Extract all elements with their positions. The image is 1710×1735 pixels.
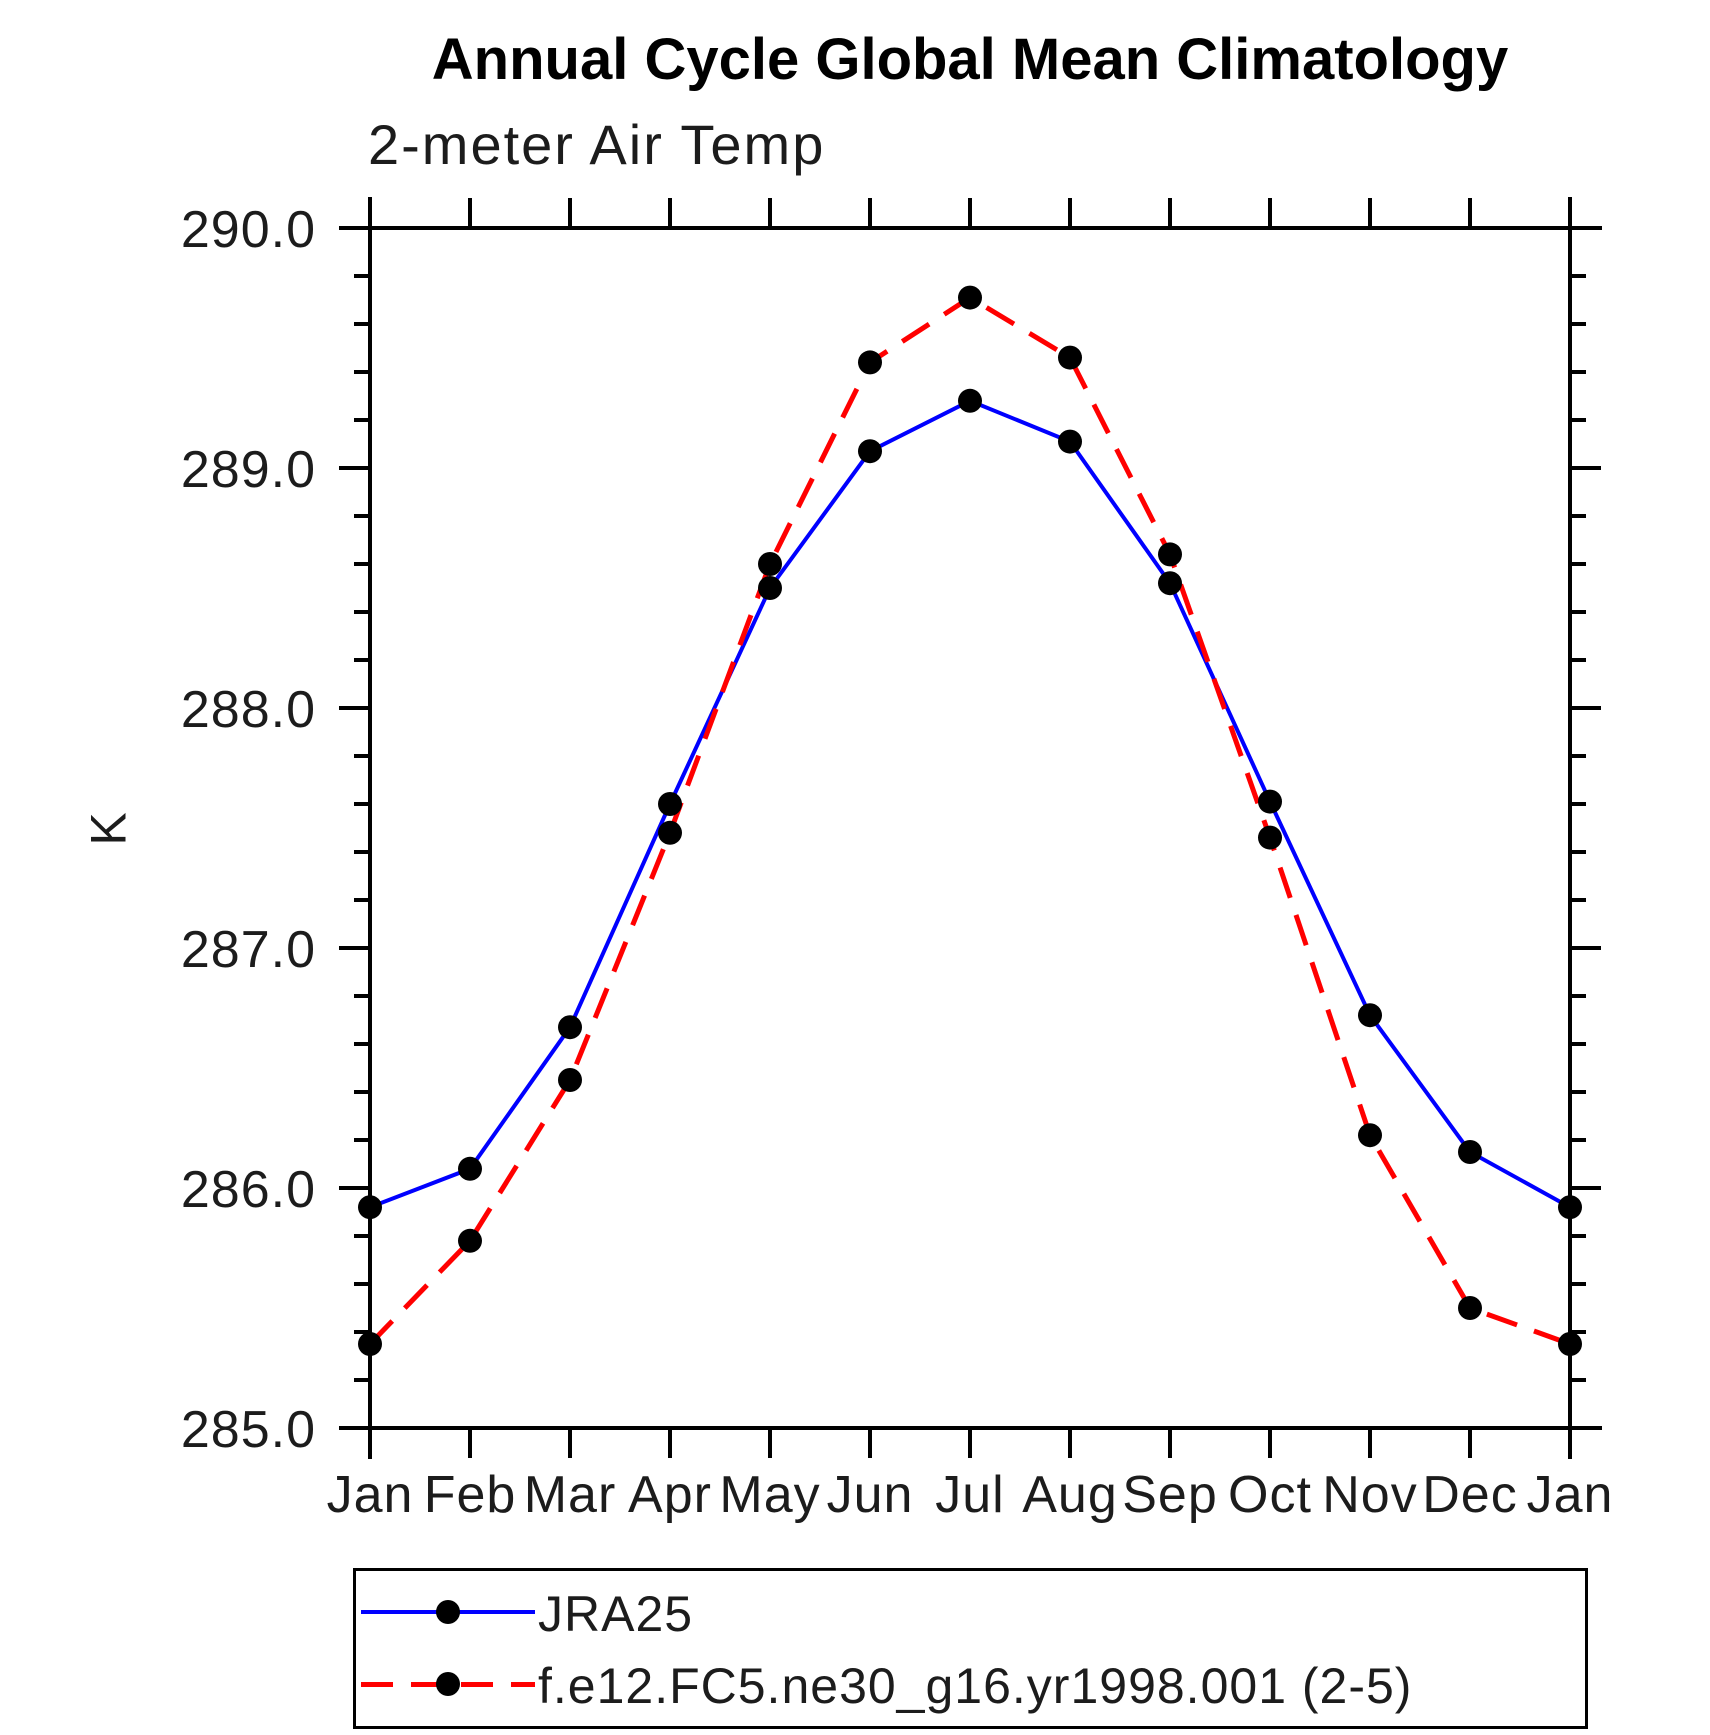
x-tick-label: Nov (1322, 1466, 1417, 1524)
marker-dot-series-1 (1458, 1296, 1482, 1320)
y-tick-label: 285.0 (181, 1401, 316, 1459)
legend-marker-dot-icon (436, 1600, 460, 1624)
x-tick-label: Aug (1022, 1466, 1118, 1524)
marker-dot-series-1 (1258, 825, 1282, 850)
marker-dot-series-0 (1358, 1003, 1382, 1028)
chart-subtitle: 2-meter Air Temp (368, 113, 826, 176)
x-tick-label: Feb (424, 1466, 517, 1524)
marker-dot-series-1 (458, 1228, 482, 1253)
x-tick-label: Dec (1422, 1466, 1517, 1524)
x-tick-label: Jun (827, 1466, 914, 1524)
marker-dot-series-0 (758, 576, 782, 600)
marker-dot-series-0 (1058, 429, 1082, 454)
x-tick-label: Sep (1122, 1466, 1218, 1524)
marker-dot-series-1 (958, 285, 982, 310)
x-tick-label: Apr (628, 1466, 712, 1524)
marker-dot-series-0 (1458, 1140, 1482, 1164)
marker-dot-series-1 (1558, 1332, 1582, 1356)
x-tick-label: Jan (1527, 1466, 1614, 1524)
legend-box: JRA25 f.e12.FC5.ne30_g16.yr1998.001 (2-5… (353, 1568, 1588, 1729)
marker-dot-series-0 (558, 1015, 582, 1040)
x-tick-label: Mar (524, 1466, 617, 1524)
legend-label-model: f.e12.FC5.ne30_g16.yr1998.001 (2-5) (538, 1658, 1413, 1714)
marker-dot-series-1 (758, 552, 782, 576)
marker-dot-series-1 (1058, 345, 1082, 370)
y-tick-label: 287.0 (181, 921, 316, 979)
legend-label-jra25: JRA25 (538, 1586, 694, 1642)
marker-dot-series-1 (858, 350, 882, 375)
y-tick-label: 289.0 (181, 441, 316, 499)
marker-dot-series-0 (858, 439, 882, 464)
chart-title: Annual Cycle Global Mean Climatology (431, 27, 1509, 92)
y-tick-label: 286.0 (181, 1161, 316, 1219)
marker-dot-series-1 (558, 1068, 582, 1092)
marker-dot-series-0 (1258, 789, 1282, 814)
y-axis-unit-label: K (80, 812, 137, 846)
marker-dot-series-0 (658, 792, 682, 816)
x-tick-label: Jan (327, 1466, 414, 1524)
marker-dot-series-0 (458, 1156, 482, 1181)
y-tick-label: 290.0 (181, 201, 316, 259)
marker-dot-series-0 (958, 388, 982, 413)
marker-dot-series-1 (358, 1332, 382, 1356)
marker-dot-series-1 (1358, 1123, 1382, 1148)
series-line-0 (369, 398, 1571, 1210)
y-tick-label: 288.0 (181, 681, 316, 739)
series-line-1 (368, 294, 1571, 1347)
x-tick-label: Jul (935, 1466, 1004, 1524)
x-tick-label: Oct (1228, 1466, 1312, 1524)
marker-dot-series-1 (658, 820, 682, 845)
marker-dot-series-0 (1158, 571, 1182, 596)
marker-dot-series-0 (1558, 1195, 1582, 1220)
marker-dot-series-0 (358, 1195, 382, 1220)
marker-dot-series-1 (1158, 542, 1182, 567)
x-tick-label: May (719, 1466, 820, 1524)
legend-marker-dot-icon (436, 1672, 460, 1696)
